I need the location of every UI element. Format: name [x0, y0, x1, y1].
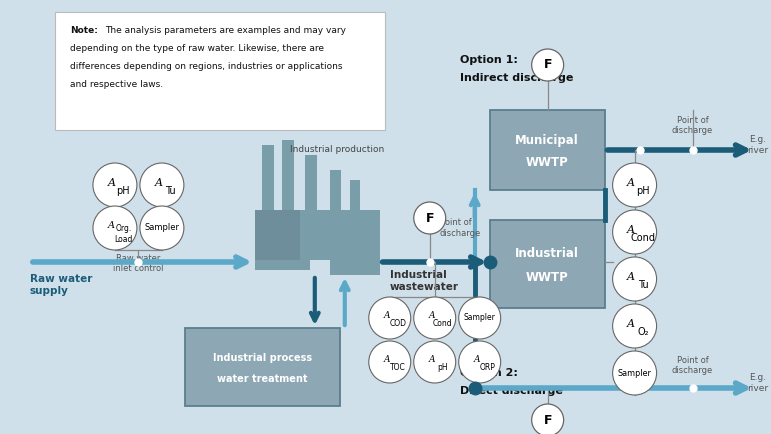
- Text: The analysis parameters are examples and may vary: The analysis parameters are examples and…: [105, 26, 346, 35]
- Text: Industrial: Industrial: [515, 247, 579, 260]
- Circle shape: [369, 297, 411, 339]
- Text: A: A: [108, 221, 115, 230]
- Circle shape: [140, 206, 184, 250]
- Text: Option 1:: Option 1:: [460, 55, 517, 65]
- Text: pH: pH: [636, 186, 650, 196]
- Circle shape: [613, 257, 657, 301]
- Text: Industrial production: Industrial production: [290, 145, 384, 154]
- Circle shape: [532, 404, 564, 434]
- Text: A: A: [628, 225, 635, 235]
- Text: Point of
discharge: Point of discharge: [672, 355, 713, 375]
- Text: Direct discharge: Direct discharge: [460, 386, 563, 396]
- Text: A: A: [108, 178, 116, 188]
- Circle shape: [613, 351, 657, 395]
- Text: pH: pH: [437, 363, 448, 372]
- Text: F: F: [544, 59, 552, 72]
- Text: TOC: TOC: [390, 363, 406, 372]
- Text: A: A: [473, 355, 480, 365]
- Circle shape: [414, 297, 456, 339]
- Text: A: A: [628, 272, 635, 282]
- Text: ORP: ORP: [480, 363, 496, 372]
- Text: E.g.
river: E.g. river: [747, 135, 768, 155]
- Text: A: A: [628, 178, 635, 188]
- Circle shape: [532, 49, 564, 81]
- Text: water treatment: water treatment: [217, 374, 308, 384]
- Polygon shape: [255, 210, 300, 260]
- Polygon shape: [330, 260, 380, 275]
- Polygon shape: [330, 170, 341, 210]
- Text: O₂: O₂: [637, 327, 648, 337]
- FancyBboxPatch shape: [490, 110, 604, 190]
- Text: Option 2:: Option 2:: [460, 368, 517, 378]
- Text: Raw water
supply: Raw water supply: [30, 274, 93, 296]
- Text: A: A: [383, 355, 390, 365]
- Text: Sampler: Sampler: [618, 368, 651, 378]
- Text: Sampler: Sampler: [464, 313, 496, 322]
- Text: Industrial
wastewater: Industrial wastewater: [390, 270, 459, 292]
- Text: Point of
discharge: Point of discharge: [439, 218, 481, 238]
- Circle shape: [369, 341, 411, 383]
- Text: and respective laws.: and respective laws.: [70, 80, 163, 89]
- Polygon shape: [282, 140, 294, 210]
- Text: COD: COD: [389, 319, 406, 329]
- Circle shape: [414, 341, 456, 383]
- Circle shape: [613, 304, 657, 348]
- Text: Sampler: Sampler: [144, 224, 180, 233]
- Text: Cond: Cond: [631, 233, 655, 243]
- Text: A: A: [155, 178, 163, 188]
- Text: F: F: [544, 414, 552, 427]
- FancyBboxPatch shape: [55, 12, 385, 130]
- FancyBboxPatch shape: [490, 220, 604, 308]
- Text: differences depending on regions, industries or applications: differences depending on regions, indust…: [70, 62, 342, 71]
- Text: Tu: Tu: [165, 186, 176, 196]
- Text: E.g.
river: E.g. river: [747, 373, 768, 393]
- Polygon shape: [350, 180, 360, 210]
- FancyBboxPatch shape: [185, 328, 340, 406]
- Text: Municipal: Municipal: [515, 134, 579, 147]
- Circle shape: [93, 206, 137, 250]
- Circle shape: [414, 202, 446, 234]
- Text: F: F: [426, 211, 434, 224]
- Polygon shape: [255, 210, 380, 260]
- Text: Indirect discharge: Indirect discharge: [460, 73, 573, 83]
- Polygon shape: [262, 145, 274, 210]
- Text: Cond: Cond: [433, 319, 453, 329]
- Text: depending on the type of raw water. Likewise, there are: depending on the type of raw water. Like…: [70, 44, 324, 53]
- Circle shape: [93, 163, 137, 207]
- Text: A: A: [429, 355, 435, 365]
- Text: WWTP: WWTP: [526, 155, 568, 168]
- Circle shape: [459, 297, 500, 339]
- Text: A: A: [429, 312, 435, 320]
- Text: Note:: Note:: [70, 26, 98, 35]
- Text: Raw water
inlet control: Raw water inlet control: [113, 254, 163, 273]
- Circle shape: [613, 210, 657, 254]
- Text: Org.
Load: Org. Load: [114, 224, 133, 244]
- Text: Tu: Tu: [638, 280, 648, 290]
- Circle shape: [459, 341, 500, 383]
- Text: A: A: [628, 319, 635, 329]
- Polygon shape: [305, 155, 317, 210]
- Text: A: A: [383, 312, 390, 320]
- Text: Point of
discharge: Point of discharge: [672, 115, 713, 135]
- Text: pH: pH: [116, 186, 130, 196]
- Text: Industrial process: Industrial process: [213, 353, 312, 363]
- Polygon shape: [255, 260, 310, 270]
- Circle shape: [613, 163, 657, 207]
- Circle shape: [140, 163, 184, 207]
- Text: WWTP: WWTP: [526, 271, 568, 284]
